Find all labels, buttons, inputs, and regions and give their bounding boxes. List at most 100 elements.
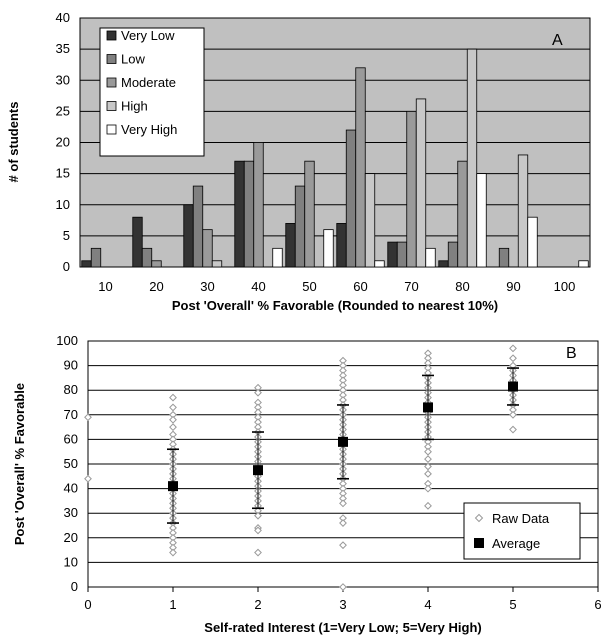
chart-a-legend-box [99,27,205,157]
chart-a: 0 5 10 15 20 25 30 35 40 10 20 30 40 50 60 70 80 90 100 A… [6,10,591,313]
data-point [424,455,432,463]
y-tick-label: 0 [71,579,78,594]
bar [192,185,204,268]
data-point [424,484,432,493]
data-point [424,447,432,456]
x-tick-label: 1 [169,597,176,612]
y-tick-label: 30 [64,505,78,520]
bar [90,247,102,268]
legend-label: Moderate [121,75,176,90]
x-tick-label: 2 [254,597,261,612]
data-point [169,403,177,412]
y-tick-label: 10 [64,554,78,569]
chart-a-panel-label: A [552,32,563,49]
y-tick-label: 0 [63,259,70,274]
legend-swatch [106,54,117,64]
average-point [338,436,348,447]
x-tick-label: 100 [554,279,576,294]
data-point [424,501,432,510]
data-point [339,583,347,591]
legend-swatch [106,30,117,41]
data-point [424,462,432,471]
bar [202,229,213,268]
y-tick-label: 40 [64,481,78,496]
chart-b: 0 10 20 30 40 50 60 70 80 90 100 0 1 2 3 4 5 6 B Self-ra… [12,333,602,635]
x-tick-label: 3 [339,597,346,612]
bar [211,260,223,268]
bar [396,241,408,268]
x-tick-label: 10 [98,279,112,294]
x-tick-label: 0 [84,597,91,612]
bar [457,160,468,268]
y-tick-label: 70 [64,407,78,422]
data-point [254,388,262,397]
average-point [253,465,263,476]
y-tick-label: 40 [56,10,70,25]
average-point [508,381,518,392]
data-point [509,344,517,353]
bar [253,142,264,268]
bar [527,216,538,268]
data-point [509,410,517,419]
chart-b-x-axis-label: Self-rated Interest (1=Very Low; 5=Very … [204,620,481,635]
data-point [339,541,347,550]
y-tick-label: 25 [56,103,70,118]
bar [183,204,194,268]
x-tick-label: 60 [353,279,367,294]
chart-a-legend: Very Low Low Moderate High Very High [99,27,205,157]
x-tick-label: 90 [506,279,520,294]
bar [132,216,143,268]
legend-label: High [121,99,148,114]
legend-label: Very High [121,122,177,137]
legend-label: Average [492,536,540,551]
x-tick-label: 30 [200,279,214,294]
data-point [509,425,517,434]
chart-b-y-axis-label: Post 'Overall' % Favorable [12,383,27,545]
legend-label: Low [121,52,145,67]
data-point [339,519,347,527]
legend-swatch [474,513,484,523]
bar [345,129,357,268]
x-tick-label: 40 [251,279,265,294]
legend-swatch [106,77,117,88]
legend-label: Raw Data [492,511,550,526]
data-point [424,469,432,478]
bar [438,260,449,268]
bar [447,241,459,268]
x-tick-label: 70 [404,279,418,294]
data-point [169,393,177,402]
x-tick-label: 4 [424,597,431,612]
bar [304,160,315,268]
bar [578,260,589,268]
bar [81,260,92,268]
data-point [254,511,262,520]
data-point [84,413,92,422]
bar [272,247,283,268]
x-tick-label: 20 [149,279,163,294]
data-point [169,423,177,432]
bar [387,241,398,268]
x-tick-label: 5 [509,597,516,612]
bar [517,154,529,268]
bar [294,185,306,268]
x-tick-label: 80 [455,279,469,294]
y-tick-label: 100 [56,333,78,348]
average-point [423,402,433,413]
data-point [169,415,177,424]
data-point [169,548,177,557]
y-tick-label: 50 [64,456,78,471]
bar [466,48,478,268]
y-tick-label: 15 [56,166,70,181]
data-point [509,354,517,363]
legend-label: Very Low [121,28,175,43]
y-tick-label: 30 [56,72,70,87]
bar [243,160,255,268]
bar [364,173,376,268]
bar [498,247,510,268]
y-tick-label: 35 [56,41,70,56]
bar [355,67,366,268]
bar [425,247,436,268]
data-point [84,474,92,483]
bar [141,247,153,268]
